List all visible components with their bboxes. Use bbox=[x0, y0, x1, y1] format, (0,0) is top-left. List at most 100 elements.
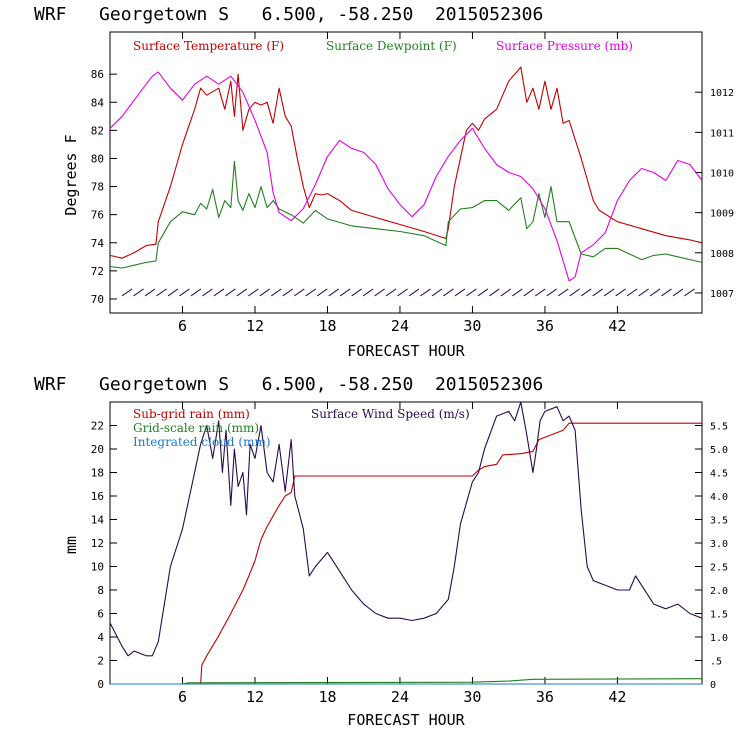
y2-tick-label: 5.5 bbox=[710, 422, 728, 433]
y-tick-label: 20 bbox=[91, 443, 104, 456]
y2-tick-label: 1007 bbox=[710, 289, 734, 300]
wind-barb bbox=[190, 288, 202, 297]
panel1-frame bbox=[109, 31, 703, 314]
x-tick-label: 12 bbox=[246, 688, 264, 706]
wind-barb bbox=[271, 288, 282, 297]
y-tick-label: 18 bbox=[91, 467, 104, 480]
wind-barb bbox=[684, 288, 695, 297]
wind-barb bbox=[248, 288, 259, 297]
wind-barb bbox=[156, 288, 167, 297]
panel1-ticks: 6 12 18 24 30 36 42 70 72 74 76 78 80 82 84 86 1007 1008 1… bbox=[91, 32, 734, 335]
y-tick-label: 2 bbox=[97, 655, 104, 668]
x-tick-label: 24 bbox=[391, 317, 409, 335]
wind-barb bbox=[282, 288, 294, 297]
x-tick-label: 18 bbox=[318, 688, 336, 706]
wind-barb bbox=[259, 288, 271, 297]
y-tick-label: 6 bbox=[97, 608, 104, 621]
y2-tick-label: 2.0 bbox=[710, 586, 728, 597]
series-surface-dewpoint-f bbox=[109, 160, 703, 269]
y-tick-label: 0 bbox=[97, 678, 104, 691]
wind-barb bbox=[167, 288, 179, 297]
y-tick-label: 12 bbox=[91, 537, 104, 550]
wind-barb bbox=[408, 288, 420, 297]
y-tick-label: 78 bbox=[91, 181, 104, 194]
y-tick-label: 14 bbox=[91, 514, 105, 527]
wind-barb bbox=[385, 288, 397, 297]
y-tick-label: 74 bbox=[91, 237, 105, 250]
wind-barb bbox=[523, 288, 535, 297]
wind-barb bbox=[420, 288, 431, 297]
wind-barb bbox=[661, 288, 672, 297]
panel1-xlabel: FORECAST HOUR bbox=[347, 342, 465, 360]
series-surface-pressure-mb bbox=[109, 71, 703, 282]
wind-barb bbox=[133, 288, 144, 297]
y2-tick-label: 2.5 bbox=[710, 563, 728, 574]
wind-barb bbox=[534, 288, 546, 297]
y2-tick-label: 4.5 bbox=[710, 469, 728, 480]
y-tick-label: 80 bbox=[91, 152, 104, 165]
wind-barb bbox=[592, 288, 603, 297]
y-tick-label: 22 bbox=[91, 420, 104, 433]
series-grid-scale-rain-mm bbox=[110, 678, 703, 685]
panel1-series bbox=[109, 66, 703, 282]
wind-barb bbox=[305, 288, 317, 297]
wind-barb bbox=[397, 288, 408, 297]
y-tick-label: 10 bbox=[91, 561, 104, 574]
wind-barb bbox=[362, 288, 374, 297]
wind-barb bbox=[500, 288, 512, 297]
y-tick-label: 16 bbox=[91, 490, 104, 503]
wind-barb bbox=[638, 288, 649, 297]
y2-tick-label: 1010 bbox=[710, 169, 734, 180]
y2-tick-label: 1012 bbox=[710, 88, 734, 99]
y2-tick-label: .5 bbox=[710, 657, 722, 668]
panel1-title: WRF Georgetown S 6.500, -58.250 20150523… bbox=[34, 4, 543, 25]
wind-barb bbox=[351, 288, 362, 297]
legend-wind-speed: Surface Wind Speed (m/s) bbox=[311, 407, 470, 421]
y-tick-label: 82 bbox=[91, 124, 104, 137]
x-tick-label: 36 bbox=[536, 688, 554, 706]
wind-barb bbox=[626, 288, 638, 297]
wind-barb bbox=[672, 288, 684, 297]
y2-tick-label: 1011 bbox=[710, 128, 734, 139]
wind-barb bbox=[454, 288, 466, 297]
wind-barb bbox=[649, 288, 661, 297]
x-tick-label: 18 bbox=[318, 317, 336, 335]
y2-tick-label: 5.0 bbox=[710, 445, 728, 456]
x-tick-label: 6 bbox=[178, 688, 187, 706]
legend-gridscale-rain: Grid-scale rain (mm) bbox=[133, 421, 259, 435]
panel2-ylabel: mm bbox=[62, 536, 80, 554]
panel2-series bbox=[109, 401, 703, 685]
y-tick-label: 86 bbox=[91, 68, 104, 81]
y2-tick-label: 3.0 bbox=[710, 539, 728, 550]
y-tick-label: 70 bbox=[91, 293, 104, 306]
legend-surface-pressure: Surface Pressure (mb) bbox=[496, 39, 633, 53]
wind-barb bbox=[569, 288, 580, 297]
wind-barb bbox=[615, 288, 626, 297]
panel2-title: WRF Georgetown S 6.500, -58.250 20150523… bbox=[34, 374, 543, 395]
panel2-xlabel: FORECAST HOUR bbox=[347, 711, 465, 729]
wind-barb bbox=[213, 288, 225, 297]
y-tick-label: 8 bbox=[97, 584, 104, 597]
wind-barb bbox=[225, 288, 236, 297]
x-tick-label: 36 bbox=[536, 317, 554, 335]
series-surface-wind-speed-m-s bbox=[109, 401, 703, 657]
y-tick-label: 76 bbox=[91, 209, 104, 222]
wind-barb bbox=[512, 288, 523, 297]
wind-barb bbox=[316, 288, 328, 297]
y2-tick-label: 1.5 bbox=[710, 610, 728, 621]
wind-barb bbox=[121, 288, 133, 297]
y-tick-label: 84 bbox=[91, 96, 105, 109]
wind-barb bbox=[339, 288, 351, 297]
y2-tick-label: 1009 bbox=[710, 209, 734, 220]
y2-tick-label: 4.0 bbox=[710, 492, 728, 503]
wind-barb bbox=[489, 288, 500, 297]
series-sub-grid-rain-mm bbox=[110, 422, 702, 685]
x-tick-label: 24 bbox=[391, 688, 409, 706]
wind-barb bbox=[546, 288, 558, 297]
legend-surface-temperature: Surface Temperature (F) bbox=[133, 39, 284, 53]
legend-subgrid-rain: Sub-grid rain (mm) bbox=[133, 407, 250, 421]
wind-barb bbox=[443, 288, 454, 297]
y-tick-label: 4 bbox=[97, 631, 104, 644]
y2-tick-label: 1.0 bbox=[710, 633, 728, 644]
legend-surface-dewpoint: Surface Dewpoint (F) bbox=[326, 39, 457, 53]
